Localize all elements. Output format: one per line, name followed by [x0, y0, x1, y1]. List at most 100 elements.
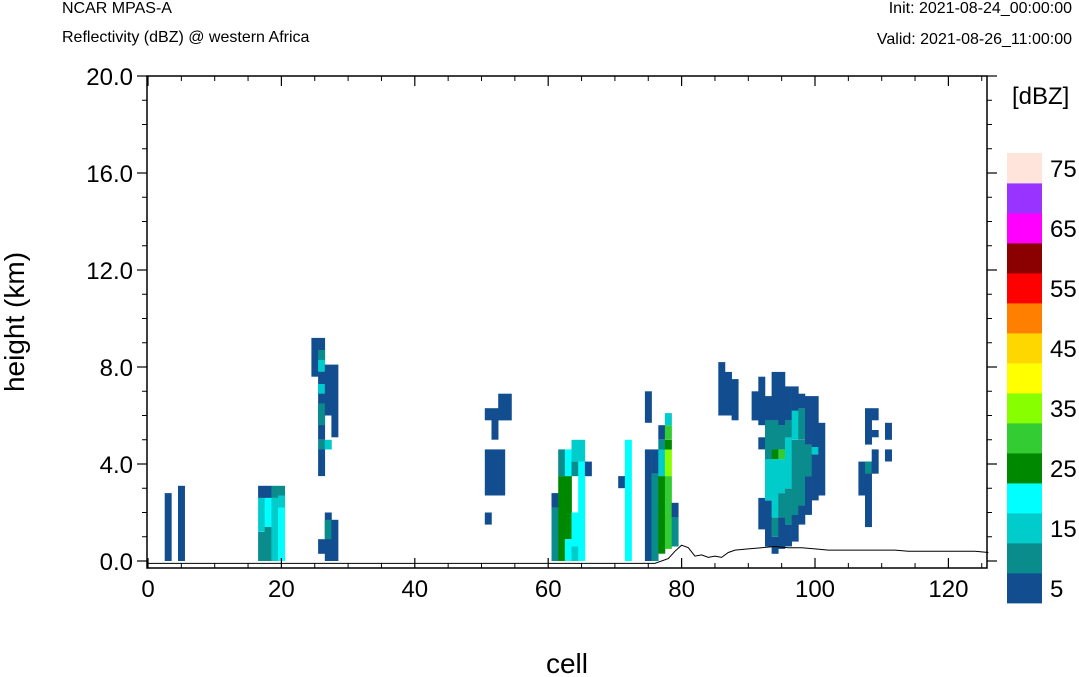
reflectivity-cell	[671, 517, 679, 547]
reflectivity-cell	[751, 391, 759, 421]
reflectivity-cell	[258, 485, 266, 498]
reflectivity-cell	[664, 413, 672, 426]
reflectivity-cell	[651, 449, 659, 474]
y-axis-title: height (km)	[0, 252, 30, 392]
reflectivity-cell	[791, 386, 799, 411]
reflectivity-cell	[658, 425, 666, 440]
field-description: Reflectivity (dBZ) @ western Africa	[62, 29, 310, 46]
colorbar-swatch	[1007, 183, 1042, 214]
reflectivity-cell	[805, 444, 812, 477]
y-tick-label: 20.0	[86, 64, 133, 91]
reflectivity-cell	[571, 546, 579, 561]
reflectivity-cell	[785, 524, 792, 547]
reflectivity-cell	[644, 391, 652, 423]
reflectivity-cell	[771, 536, 779, 554]
x-tick-label: 100	[795, 576, 835, 603]
colorbar-swatch	[1007, 543, 1042, 574]
reflectivity-cell	[865, 461, 872, 528]
reflectivity-cell	[624, 439, 632, 562]
reflectivity-cell	[551, 493, 559, 508]
reflectivity-cell	[758, 437, 766, 450]
reflectivity-cell	[664, 449, 672, 477]
init-time: Init: 2021-08-24_00:00:00	[888, 0, 1072, 17]
x-axis-title: cell	[546, 648, 588, 677]
colorbar-swatch	[1007, 363, 1042, 394]
reflectivity-cell	[718, 362, 726, 416]
reflectivity-cell	[578, 461, 586, 561]
reflectivity-cell	[318, 449, 326, 477]
reflectivity-cell	[484, 512, 492, 525]
reflectivity-cell	[258, 531, 266, 561]
reflectivity-cell	[778, 459, 786, 494]
reflectivity-cell	[324, 364, 332, 416]
reflectivity-cell	[765, 500, 772, 547]
reflectivity-cell	[805, 396, 812, 445]
reflectivity-cell	[271, 485, 279, 498]
reflectivity-cell	[778, 493, 786, 518]
reflectivity-cell	[805, 476, 812, 515]
reflectivity-cell	[504, 393, 512, 421]
reflectivity-cell	[885, 422, 892, 440]
reflectivity-cell	[778, 449, 786, 460]
colorbar-label: 5	[1050, 576, 1063, 603]
reflectivity-cell	[785, 386, 792, 421]
colorbar-swatch	[1007, 513, 1042, 544]
colorbar-swatch	[1007, 573, 1042, 604]
reflectivity-cell	[811, 396, 819, 447]
reflectivity-cell	[871, 430, 879, 438]
reflectivity-cell	[271, 497, 279, 561]
reflectivity-cell	[765, 420, 772, 460]
reflectivity-cell	[278, 507, 286, 561]
reflectivity-cell	[331, 364, 339, 438]
reflectivity-cell	[318, 359, 326, 372]
colorbar-label: 55	[1050, 276, 1077, 303]
reflectivity-cell	[771, 517, 779, 537]
plot-frame	[146, 75, 988, 569]
reflectivity-cell	[264, 497, 272, 527]
reflectivity-cell	[664, 425, 672, 440]
reflectivity-cell	[671, 502, 679, 518]
reflectivity-cell	[651, 473, 659, 561]
reflectivity-cell	[771, 420, 779, 450]
colorbar-label: 45	[1050, 336, 1077, 363]
reflectivity-cell	[778, 517, 786, 549]
x-tick-label: 60	[535, 576, 562, 603]
reflectivity-cell	[871, 408, 879, 421]
reflectivity-cell	[584, 461, 592, 477]
reflectivity-cell	[164, 493, 172, 561]
reflectivity-cell	[498, 393, 506, 421]
reflectivity-cell	[618, 476, 626, 489]
reflectivity-cell	[571, 439, 579, 462]
reflectivity-cell	[791, 439, 799, 515]
reflectivity-cell	[498, 449, 506, 496]
reflectivity-cell	[578, 439, 586, 462]
reflectivity-cell	[871, 449, 879, 474]
reflectivity-cell	[311, 337, 319, 377]
reflectivity-cell	[798, 408, 806, 440]
y-tick-label: 4.0	[100, 452, 133, 479]
reflectivity-cell	[491, 408, 499, 440]
reflectivity-cell	[791, 514, 799, 542]
reflectivity-cell	[331, 519, 339, 561]
reflectivity-cell	[658, 439, 666, 450]
x-tick-label: 80	[668, 576, 695, 603]
colorbar-label: 25	[1050, 456, 1077, 483]
reflectivity-cell	[264, 485, 272, 498]
reflectivity-cell	[318, 384, 326, 394]
colorbar-unit-label: [dBZ]	[1012, 83, 1069, 110]
reflectivity-cell	[571, 461, 579, 477]
reflectivity-cell	[818, 449, 826, 496]
colorbar-swatch	[1007, 153, 1042, 184]
reflectivity-cell	[811, 447, 819, 455]
reflectivity-cell	[258, 497, 266, 532]
reflectivity-cell	[491, 449, 499, 496]
y-tick-label: 16.0	[86, 161, 133, 188]
colorbar-swatch	[1007, 483, 1042, 514]
reflectivity-cell	[324, 439, 332, 450]
reflectivity-cell	[658, 476, 666, 554]
reflectivity-cell	[865, 408, 872, 445]
reflectivity-cell	[318, 403, 326, 426]
reflectivity-cell	[758, 497, 766, 530]
colorbar-swatch	[1007, 453, 1042, 484]
reflectivity-cell	[785, 488, 792, 525]
